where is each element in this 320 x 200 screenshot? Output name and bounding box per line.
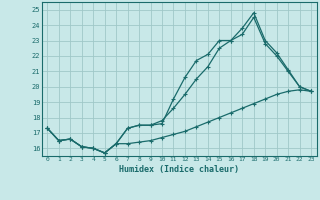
- X-axis label: Humidex (Indice chaleur): Humidex (Indice chaleur): [119, 165, 239, 174]
